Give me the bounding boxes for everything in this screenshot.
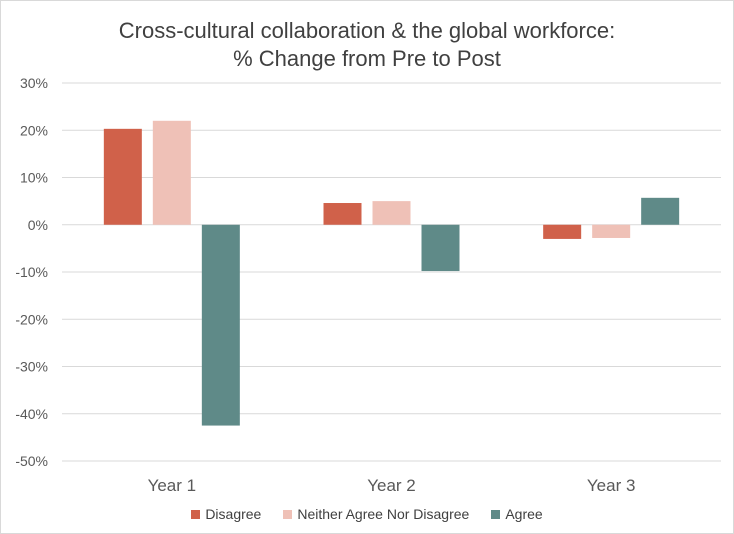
bar-neither-agree-nor-disagree: [592, 224, 631, 238]
legend-label: Neither Agree Nor Disagree: [297, 506, 470, 522]
bar-agree: [201, 224, 240, 426]
chart-title-line-2: % Change from Pre to Post: [233, 46, 501, 71]
y-tick-label: 0%: [28, 217, 48, 233]
x-category-label: Year 3: [587, 476, 636, 495]
legend-label: Disagree: [205, 506, 262, 522]
chart-title-line-1: Cross-cultural collaboration & the globa…: [118, 18, 616, 43]
x-category-label: Year 2: [367, 476, 416, 495]
legend-item: Neither Agree Nor Disagree: [283, 506, 469, 522]
bar-agree: [641, 197, 680, 225]
legend: Disagree Neither Agree Nor Disagree Agree: [1, 506, 733, 522]
bar-disagree: [543, 224, 582, 239]
x-category-label: Year 1: [148, 476, 197, 495]
y-tick-label: 30%: [20, 75, 48, 91]
bar-neither-agree-nor-disagree: [372, 201, 411, 225]
bar-disagree: [323, 203, 362, 225]
y-tick-label: -40%: [15, 406, 48, 422]
legend-item: Disagree: [191, 506, 261, 522]
y-tick-label: -20%: [15, 311, 48, 327]
legend-swatch: [283, 509, 293, 519]
y-tick-label: -10%: [15, 264, 48, 280]
legend-swatch: [191, 509, 201, 519]
chart-title: Cross-cultural collaboration & the globa…: [1, 17, 733, 73]
bar-neither-agree-nor-disagree: [152, 120, 191, 225]
y-tick-label: 10%: [20, 170, 48, 186]
legend-swatch: [491, 509, 501, 519]
y-tick-label: -50%: [15, 453, 48, 469]
bar-disagree: [103, 128, 142, 225]
y-tick-label: -30%: [15, 359, 48, 375]
y-tick-label: 20%: [20, 122, 48, 138]
bar-agree: [421, 224, 460, 272]
legend-item: Agree: [491, 506, 543, 522]
legend-label: Agree: [505, 506, 543, 522]
